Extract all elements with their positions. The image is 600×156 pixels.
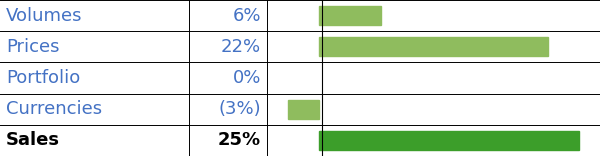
Text: (3%): (3%) [218, 100, 261, 118]
Bar [288, 100, 319, 119]
Text: 0%: 0% [233, 69, 261, 87]
Text: Portfolio: Portfolio [6, 69, 80, 87]
Bar [319, 6, 382, 25]
Bar [319, 37, 548, 56]
Text: Volumes: Volumes [6, 7, 83, 25]
Bar [319, 131, 579, 150]
Text: Sales: Sales [6, 131, 60, 149]
Text: 22%: 22% [221, 38, 261, 56]
Text: Prices: Prices [6, 38, 59, 56]
Text: 25%: 25% [218, 131, 261, 149]
Text: 6%: 6% [233, 7, 261, 25]
Text: Currencies: Currencies [6, 100, 102, 118]
